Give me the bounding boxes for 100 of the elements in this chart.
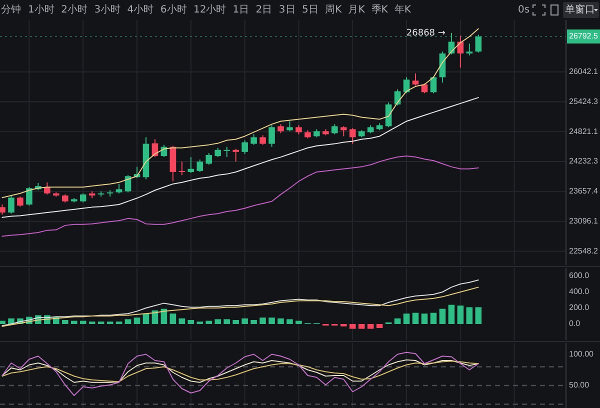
candlestick <box>124 174 132 193</box>
text: 年K <box>394 4 412 16</box>
bar <box>232 320 239 324</box>
text: 1小时 <box>28 4 54 16</box>
candlestick <box>260 134 266 146</box>
text: 2小时 <box>61 4 88 16</box>
bar <box>278 318 284 324</box>
annotation: 26868 → <box>406 28 446 38</box>
candlestick <box>196 159 204 172</box>
candlestick <box>8 195 14 214</box>
y-tick-label: 0.0 <box>569 319 581 328</box>
candlestick <box>116 183 122 194</box>
candlestick <box>250 134 257 146</box>
bar <box>394 318 401 324</box>
bar <box>214 319 222 324</box>
candlestick <box>340 126 347 137</box>
bar <box>242 318 248 324</box>
candlestick <box>332 124 338 135</box>
candlestick <box>188 156 194 174</box>
line-series <box>2 352 479 396</box>
candlestick <box>242 140 248 154</box>
candlestick <box>412 72 419 86</box>
candlestick <box>178 161 186 176</box>
y-tick-label: 23657.4 <box>569 186 598 196</box>
y-tick-label: 23096.1 <box>569 216 598 226</box>
bar <box>268 318 275 324</box>
text: 0s <box>518 4 530 16</box>
candlestick <box>268 124 275 148</box>
y-tick-label: 24821.1 <box>569 126 598 136</box>
y-tick-label: 26042.1 <box>569 66 598 76</box>
text: 季K <box>371 4 388 16</box>
line-series <box>2 97 479 218</box>
text: 月K <box>348 4 366 16</box>
bar <box>224 319 230 324</box>
bar <box>475 307 482 324</box>
y-tick-label: 50.00 <box>569 380 590 390</box>
bar <box>349 324 356 329</box>
bar <box>358 324 365 329</box>
bar <box>178 318 186 324</box>
y-tick-label: 100.00 <box>569 349 594 358</box>
text: 3小时 <box>94 4 121 16</box>
text: 周K <box>325 4 342 16</box>
candlestick <box>466 43 473 56</box>
bar <box>134 318 140 324</box>
bar <box>412 312 419 324</box>
candlestick <box>232 148 239 162</box>
text: 4小时 <box>127 4 154 16</box>
bar <box>448 304 455 324</box>
y-tick-label: 200.0 <box>569 303 590 312</box>
line-series <box>2 28 479 198</box>
text: 12小时 <box>194 4 226 16</box>
text: 5日 <box>302 4 318 16</box>
bar <box>142 314 150 324</box>
bar <box>421 314 428 324</box>
bar <box>62 320 68 324</box>
text: 6小时 <box>160 4 187 16</box>
candlestick <box>475 34 482 54</box>
bar <box>206 320 212 324</box>
bar <box>376 324 383 328</box>
text: 3日 <box>278 4 296 16</box>
bar <box>403 314 410 324</box>
bar <box>250 320 257 324</box>
bar <box>80 320 86 324</box>
bar <box>296 320 302 324</box>
candlestick <box>224 146 230 158</box>
candlestick <box>44 182 50 195</box>
bar <box>70 320 78 324</box>
bar <box>0 320 6 324</box>
bar <box>457 306 464 324</box>
text: 2日 <box>256 4 272 16</box>
y-tick-label: 400.0 <box>569 287 590 296</box>
y-tick-label: 24232.3 <box>569 156 598 166</box>
candlestick <box>286 120 293 132</box>
candlestick <box>206 152 212 166</box>
candlestick <box>349 128 356 144</box>
candlestick <box>214 147 222 158</box>
y-tick-label: 600.0 <box>569 271 590 280</box>
candlestick <box>296 124 302 135</box>
y-tick-label: 22548.2 <box>569 246 598 256</box>
bar <box>170 314 176 324</box>
text: 分钟 <box>1 4 21 16</box>
bar <box>188 320 194 324</box>
bar <box>367 324 374 329</box>
text: 1日 <box>232 4 250 16</box>
line-series <box>2 280 479 326</box>
line-series <box>2 156 479 237</box>
candlestick <box>26 186 32 206</box>
text: 单窗口 <box>565 4 595 16</box>
ref-line-label: 26792.5 <box>569 32 598 41</box>
bar <box>124 319 132 324</box>
line-series <box>2 286 479 327</box>
bar <box>286 319 293 324</box>
bar <box>430 312 437 324</box>
candlestick <box>278 124 284 134</box>
bar <box>439 308 446 324</box>
bar <box>260 318 266 324</box>
candlestick <box>17 196 24 208</box>
bar <box>466 307 473 324</box>
candlestick <box>0 204 6 216</box>
y-tick-label: 25424.3 <box>569 96 598 106</box>
